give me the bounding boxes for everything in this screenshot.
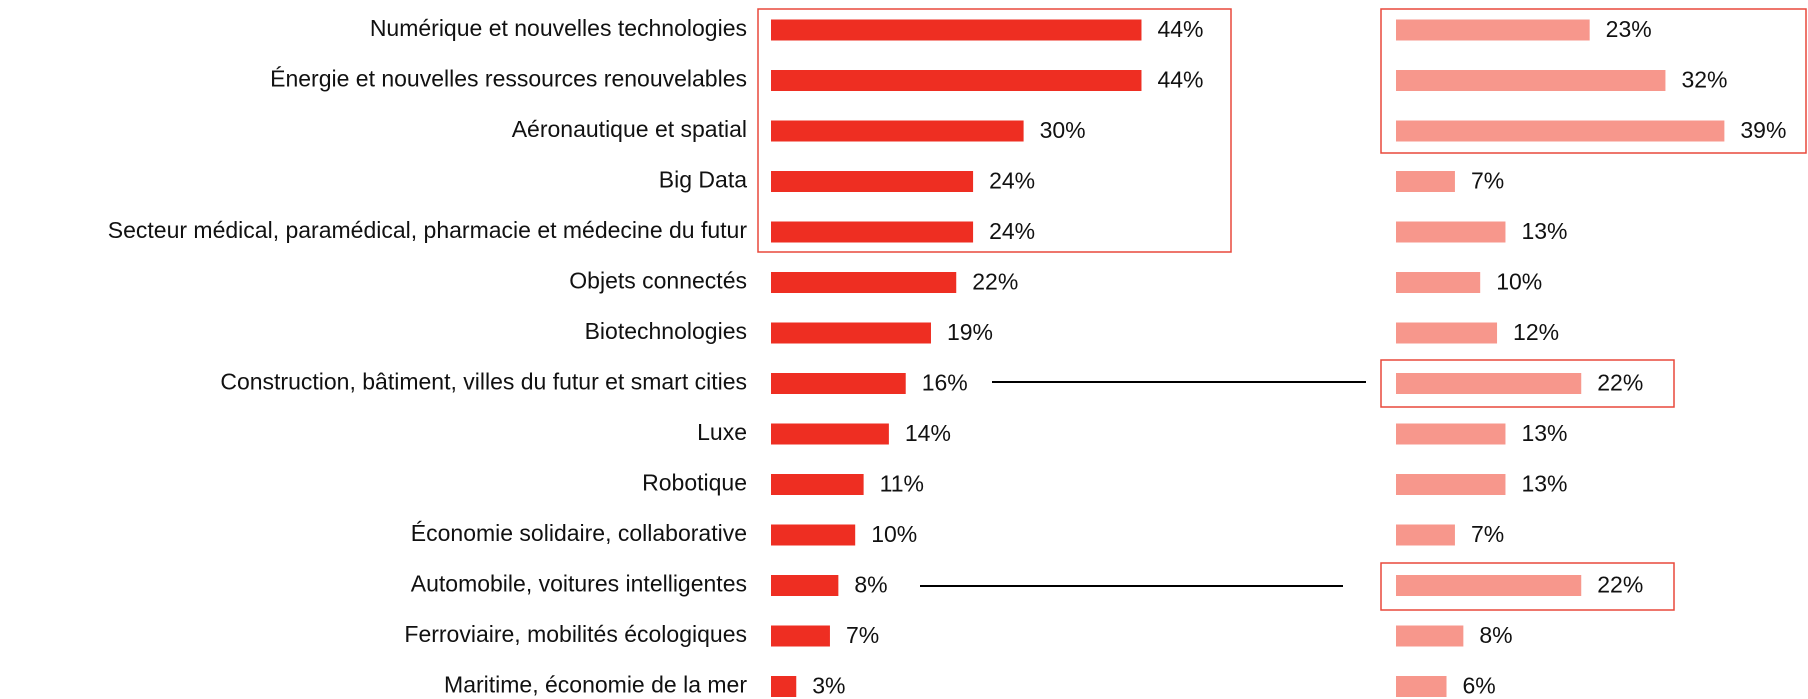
bar [771,120,1024,142]
highlight-box [757,8,1232,253]
value-label: 23% [1606,16,1652,42]
value-label: 12% [1513,319,1559,345]
value-label: 22% [972,269,1018,295]
bar [1396,524,1455,546]
bar [771,474,864,495]
bar [1396,221,1506,243]
bar [771,373,906,394]
bar [1396,474,1506,495]
value-label: 14% [905,420,951,446]
category-label: Économie solidaire, collaborative [411,520,747,546]
bar [771,676,797,697]
bar [1396,373,1582,394]
category-label: Secteur médical, paramédical, pharmacie … [108,217,748,243]
category-label: Automobile, voitures intelligentes [411,571,747,597]
category-label: Objets connectés [569,268,747,294]
value-label: 24% [989,218,1035,244]
bar [771,524,856,546]
bar [1396,272,1481,293]
bar [1396,171,1455,192]
highlight-box [1380,359,1675,408]
bar [1396,322,1498,344]
bar [771,70,1142,91]
value-label: 30% [1040,117,1086,143]
value-label: 10% [871,521,917,547]
value-label: 13% [1521,471,1567,497]
bar [1396,423,1506,445]
category-label: Luxe [697,419,747,445]
value-label: 7% [1471,521,1504,547]
value-label: 13% [1521,218,1567,244]
category-label: Énergie et nouvelles ressources renouvel… [270,66,747,92]
value-label: 44% [1157,67,1203,93]
category-label: Ferroviaire, mobilités écologiques [404,621,747,647]
highlight-box [1380,8,1807,154]
bar [771,272,957,293]
value-label: 24% [989,168,1035,194]
category-label: Robotique [642,470,747,496]
category-label: Aéronautique et spatial [512,116,747,142]
highlight-box [1380,562,1675,611]
value-label: 7% [846,622,879,648]
bar [771,575,839,596]
bar [1396,120,1725,142]
value-label: 44% [1157,16,1203,42]
value-label: 6% [1463,673,1496,699]
bar [1396,575,1582,596]
value-label: 22% [1597,370,1643,396]
value-label: 19% [947,319,993,345]
value-label: 11% [880,471,924,497]
bar [771,221,974,243]
category-label: Big Data [659,167,747,193]
value-label: 3% [812,673,845,699]
value-label: 13% [1521,420,1567,446]
bar [1396,70,1666,91]
category-label: Construction, bâtiment, villes du futur … [220,369,747,395]
value-label: 16% [922,370,968,396]
bar [771,625,830,647]
category-label: Biotechnologies [585,318,747,344]
bar [771,19,1142,41]
bar [1396,676,1447,697]
value-label: 32% [1681,67,1727,93]
value-label: 22% [1597,572,1643,598]
value-label: 7% [1471,168,1504,194]
value-label: 39% [1740,117,1786,143]
value-label: 10% [1496,269,1542,295]
bar [771,322,931,344]
bar [771,171,974,192]
category-label: Numérique et nouvelles technologies [370,15,747,41]
bar [1396,625,1464,647]
bar [1396,19,1590,41]
value-label: 8% [1479,622,1512,648]
bar [771,423,889,445]
category-label: Maritime, économie de la mer [444,672,747,698]
value-label: 8% [854,572,887,598]
